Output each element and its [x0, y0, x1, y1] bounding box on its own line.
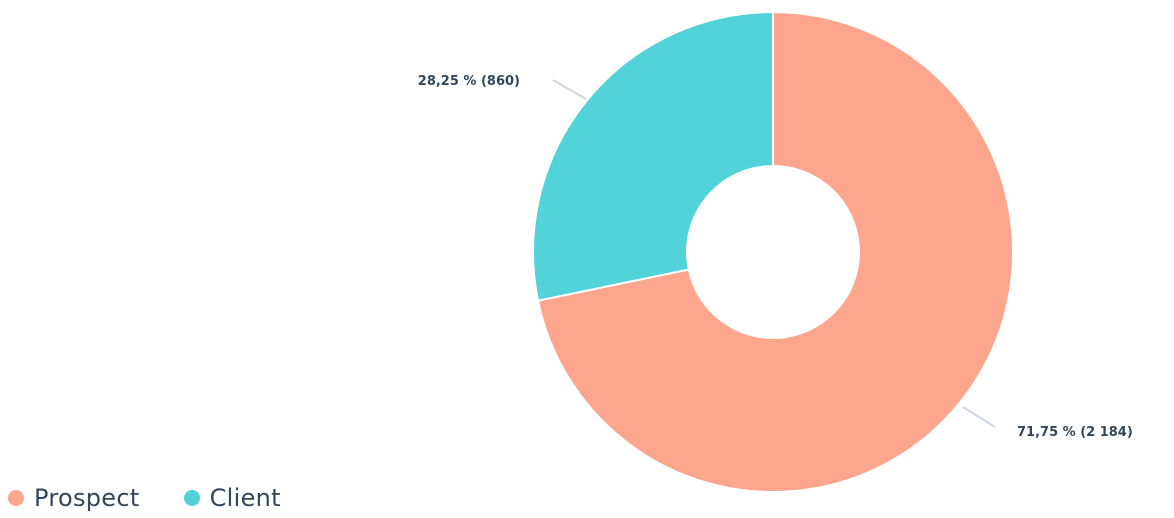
chart-slices: [532, 10, 1014, 493]
data-label-client: 28,25 % (860): [418, 74, 520, 89]
leader-line-client: [552, 79, 587, 100]
chart-legend: Prospect Client: [8, 484, 281, 512]
legend-label-client: Client: [209, 484, 281, 512]
legend-swatch-client: [183, 490, 200, 506]
legend-label-prospect: Prospect: [34, 484, 140, 512]
legend-item-client[interactable]: Client: [183, 484, 281, 512]
chart-data-labels: 71,75 % (2 184) 28,25 % (860): [418, 74, 1133, 440]
donut-slice-client[interactable]: [532, 10, 774, 302]
donut-slice-prospect[interactable]: [536, 10, 1014, 493]
legend-item-prospect[interactable]: Prospect: [8, 484, 140, 512]
legend-swatch-prospect: [8, 490, 24, 506]
data-label-prospect: 71,75 % (2 184): [1017, 425, 1133, 440]
leader-line-prospect: [962, 406, 996, 428]
